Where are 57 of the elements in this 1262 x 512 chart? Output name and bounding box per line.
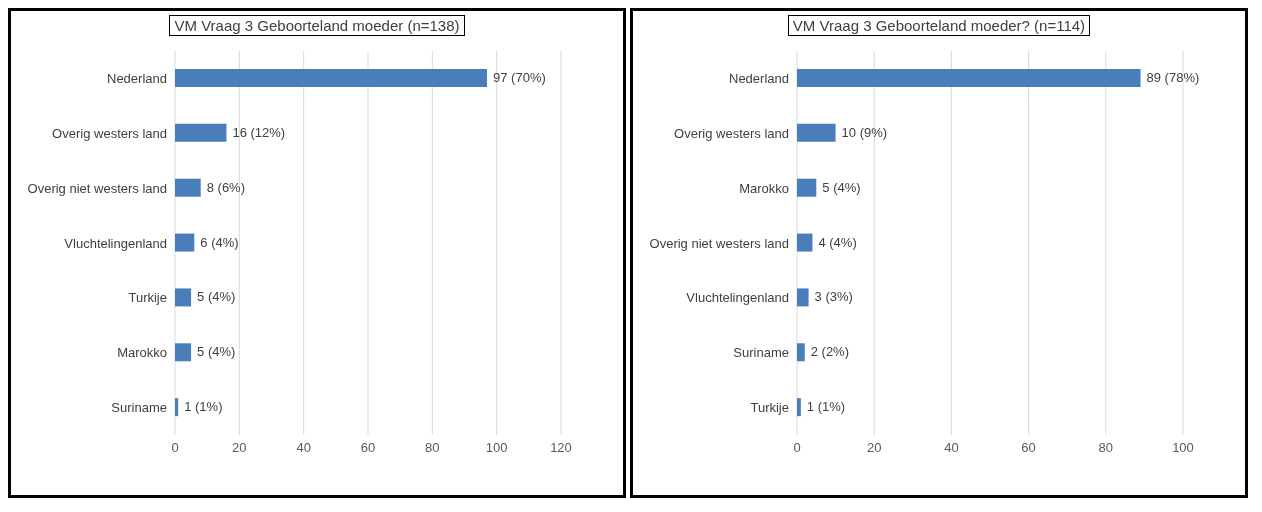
y-tick-label: Suriname — [111, 400, 167, 416]
x-tick-label: 40 — [944, 440, 959, 456]
data-label: 5 (4%) — [197, 289, 236, 305]
bar — [797, 233, 813, 252]
y-tick-label: Suriname — [733, 345, 789, 361]
bar — [175, 69, 488, 87]
data-label: 16 (12%) — [232, 124, 286, 140]
bar — [797, 69, 1141, 87]
bar — [175, 178, 201, 197]
bar — [175, 123, 227, 142]
data-label: 3 (3%) — [814, 289, 853, 305]
data-label: 5 (4%) — [822, 179, 861, 195]
x-tick-label: 20 — [866, 440, 882, 456]
bar — [797, 288, 809, 307]
chart-title: VM Vraag 3 Geboorteland moeder (n=138) — [169, 15, 465, 36]
y-tick-label: Nederland — [729, 71, 789, 87]
y-tick-label: Vluchtelingenland — [686, 290, 789, 306]
x-tick-label: 80 — [425, 440, 440, 456]
x-tick-label: 40 — [296, 440, 311, 456]
bar — [797, 178, 817, 197]
y-tick-label: Marokko — [117, 345, 167, 361]
bar — [175, 343, 192, 362]
data-label: 1 (1%) — [806, 399, 846, 415]
bar — [797, 398, 801, 417]
bar — [797, 343, 805, 362]
y-tick-label: Overig westers land — [674, 125, 789, 141]
y-tick-label: Overig niet westers land — [649, 235, 789, 251]
y-tick-label: Overig niet westers land — [27, 180, 167, 196]
bar — [175, 233, 195, 252]
data-label: 6 (4%) — [200, 234, 239, 250]
x-tick-label: 60 — [1021, 440, 1036, 456]
x-tick-label: 0 — [171, 440, 179, 456]
x-tick-label: 20 — [232, 440, 247, 456]
x-tick-label: 80 — [1098, 440, 1114, 456]
data-label: 89 (78%) — [1146, 70, 1200, 85]
y-tick-label: Nederland — [107, 71, 167, 87]
y-tick-label: Overig westers land — [52, 125, 167, 141]
bar — [175, 398, 179, 417]
data-label: 4 (4%) — [818, 234, 857, 250]
data-label: 2 (2%) — [810, 344, 850, 360]
data-label: 5 (4%) — [197, 344, 236, 360]
chart-title: VM Vraag 3 Geboorteland moeder? (n=114) — [787, 15, 1091, 36]
x-tick-label: 0 — [793, 440, 801, 456]
bar — [175, 288, 192, 307]
x-tick-label: 100 — [485, 440, 508, 456]
y-tick-label: Turkije — [128, 290, 167, 306]
bar — [797, 123, 836, 142]
data-label: 10 (9%) — [841, 124, 888, 140]
data-label: 97 (70%) — [493, 70, 546, 85]
y-tick-label: Marokko — [739, 180, 789, 196]
data-label: 8 (6%) — [206, 179, 246, 195]
x-tick-label: 60 — [360, 440, 376, 456]
y-tick-label: Vluchtelingenland — [64, 235, 167, 251]
y-tick-label: Turkije — [750, 400, 789, 416]
x-tick-label: 100 — [1172, 440, 1194, 456]
x-tick-label: 120 — [550, 440, 572, 456]
data-label: 1 (1%) — [184, 399, 223, 415]
